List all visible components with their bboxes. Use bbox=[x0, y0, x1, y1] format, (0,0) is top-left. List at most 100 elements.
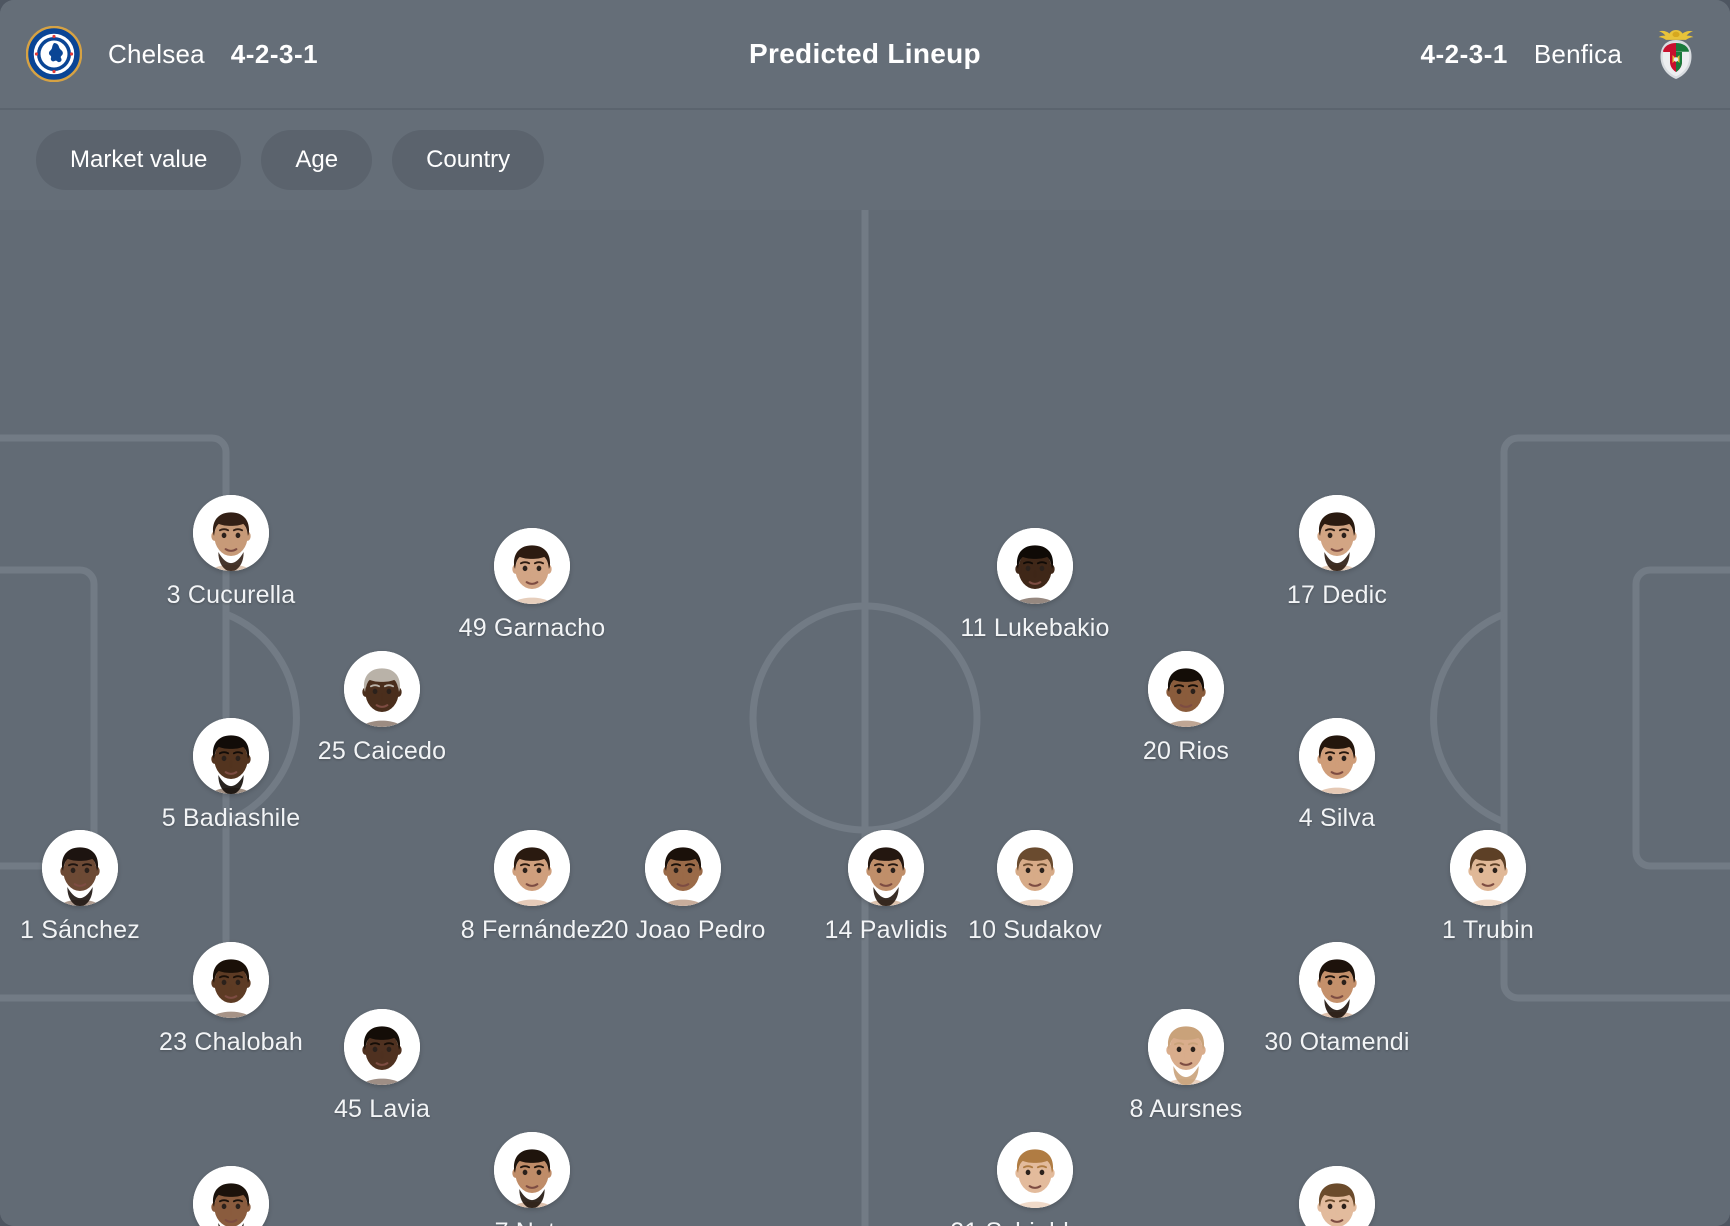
player-face-icon bbox=[1299, 718, 1375, 794]
player-token[interactable]: 23 Chalobah bbox=[141, 942, 321, 1057]
filter-bar: Market value Age Country bbox=[0, 110, 1730, 210]
player-face-icon bbox=[344, 1009, 420, 1085]
player-token[interactable]: 30 Otamendi bbox=[1247, 942, 1427, 1057]
player-token[interactable]: 11 Lukebakio bbox=[945, 528, 1125, 643]
away-team-formation: 4-2-3-1 bbox=[1420, 38, 1508, 69]
player-avatar[interactable] bbox=[848, 830, 924, 906]
player-token[interactable]: 25 Caicedo bbox=[292, 651, 472, 766]
player-token[interactable]: 7 Neto bbox=[442, 1132, 622, 1226]
player-avatar[interactable] bbox=[42, 830, 118, 906]
player-face-icon bbox=[1299, 942, 1375, 1018]
player-token[interactable]: 10 Sudakov bbox=[945, 830, 1125, 945]
player-label: 11 Lukebakio bbox=[960, 614, 1110, 642]
player-face-icon bbox=[42, 830, 118, 906]
player-face-icon bbox=[1148, 651, 1224, 727]
home-team-block[interactable]: Chelsea 4-2-3-1 bbox=[26, 26, 318, 82]
player-token[interactable]: 5 Badiashile bbox=[141, 718, 321, 833]
player-token[interactable]: 14 Pavlidis bbox=[796, 830, 976, 945]
player-token[interactable]: 49 Garnacho bbox=[442, 528, 622, 643]
player-face-icon bbox=[645, 830, 721, 906]
player-face-icon bbox=[193, 1166, 269, 1226]
player-avatar[interactable] bbox=[193, 495, 269, 571]
player-face-icon bbox=[494, 528, 570, 604]
player-label: 49 Garnacho bbox=[458, 614, 606, 642]
filter-market-value-button[interactable]: Market value bbox=[36, 130, 242, 190]
player-avatar[interactable] bbox=[645, 830, 721, 906]
benfica-crest-icon bbox=[1658, 30, 1694, 79]
player-avatar[interactable] bbox=[494, 1132, 570, 1208]
player-token[interactable]: 8 Fernández bbox=[442, 830, 622, 945]
filter-country-button[interactable]: Country bbox=[392, 130, 545, 190]
player-label: 10 Sudakov bbox=[967, 916, 1103, 944]
lineup-header: Chelsea 4-2-3-1 Predicted Lineup 4-2-3-1… bbox=[0, 0, 1730, 110]
player-label: 1 Trubin bbox=[1442, 916, 1534, 944]
away-team-name: Benfica bbox=[1533, 38, 1622, 69]
player-avatar[interactable] bbox=[1148, 651, 1224, 727]
left-penalty-arc bbox=[224, 610, 300, 826]
player-face-icon bbox=[848, 830, 924, 906]
filter-age-button[interactable]: Age bbox=[261, 130, 373, 190]
player-token[interactable]: 45 Lavia bbox=[292, 1009, 472, 1124]
player-label: 20 Joao Pedro bbox=[600, 916, 766, 944]
player-label: 20 Rios bbox=[1142, 737, 1230, 765]
player-label: 5 Badiashile bbox=[161, 804, 301, 832]
player-label: 8 Aursnes bbox=[1129, 1095, 1243, 1123]
player-token[interactable]: 21 Schjelderup bbox=[945, 1132, 1125, 1226]
chelsea-crest-icon bbox=[26, 26, 82, 82]
player-face-icon bbox=[494, 830, 570, 906]
player-label: 25 Caicedo bbox=[317, 737, 447, 765]
player-face-icon bbox=[997, 830, 1073, 906]
player-avatar[interactable] bbox=[344, 1009, 420, 1085]
player-token[interactable]: 1 Sánchez bbox=[0, 830, 170, 945]
player-token[interactable]: 4 Silva bbox=[1247, 718, 1427, 833]
player-label: 21 Schjelderup bbox=[945, 1218, 1125, 1226]
player-face-icon bbox=[1299, 1166, 1375, 1226]
player-avatar[interactable] bbox=[494, 528, 570, 604]
player-avatar[interactable] bbox=[1299, 942, 1375, 1018]
player-token[interactable]: 1 Trubin bbox=[1398, 830, 1578, 945]
player-label: 17 Dedic bbox=[1286, 581, 1388, 609]
away-team-block[interactable]: 4-2-3-1 Benfica bbox=[1421, 26, 1704, 82]
player-face-icon bbox=[193, 495, 269, 571]
player-avatar[interactable] bbox=[193, 1166, 269, 1226]
player-token[interactable]: 3 Cucurella bbox=[141, 495, 321, 610]
player-token[interactable]: 26 Dahl bbox=[1247, 1166, 1427, 1226]
player-avatar[interactable] bbox=[193, 942, 269, 1018]
player-face-icon bbox=[494, 1132, 570, 1208]
player-token[interactable]: 17 Dedic bbox=[1247, 495, 1427, 610]
player-avatar[interactable] bbox=[1148, 1009, 1224, 1085]
player-avatar[interactable] bbox=[1299, 1166, 1375, 1226]
player-face-icon bbox=[1148, 1009, 1224, 1085]
pitch: 1 Sánchez 3 Cucurella 5 Badiashile bbox=[0, 210, 1730, 1226]
player-avatar[interactable] bbox=[1299, 718, 1375, 794]
player-avatar[interactable] bbox=[1450, 830, 1526, 906]
player-face-icon bbox=[193, 942, 269, 1018]
player-label: 8 Fernández bbox=[460, 916, 604, 944]
player-face-icon bbox=[1299, 495, 1375, 571]
player-label: 7 Neto bbox=[442, 1218, 622, 1226]
player-avatar[interactable] bbox=[344, 651, 420, 727]
player-avatar[interactable] bbox=[1299, 495, 1375, 571]
player-face-icon bbox=[193, 718, 269, 794]
player-avatar[interactable] bbox=[997, 528, 1073, 604]
player-face-icon bbox=[997, 528, 1073, 604]
right-penalty-area bbox=[1500, 434, 1730, 1002]
player-token[interactable]: 27 Gusto bbox=[141, 1166, 321, 1226]
player-label: 14 Pavlidis bbox=[824, 916, 948, 944]
player-token[interactable]: 8 Aursnes bbox=[1096, 1009, 1276, 1124]
player-face-icon bbox=[344, 651, 420, 727]
player-avatar[interactable] bbox=[997, 830, 1073, 906]
right-goal-area bbox=[1632, 566, 1730, 870]
player-face-icon bbox=[997, 1132, 1073, 1208]
home-team-name: Chelsea bbox=[108, 38, 205, 69]
player-label: 45 Lavia bbox=[333, 1095, 431, 1123]
left-goal-area bbox=[0, 566, 98, 870]
player-label: 23 Chalobah bbox=[159, 1028, 303, 1056]
player-label: 4 Silva bbox=[1298, 804, 1376, 832]
player-avatar[interactable] bbox=[997, 1132, 1073, 1208]
player-avatar[interactable] bbox=[494, 830, 570, 906]
player-avatar[interactable] bbox=[193, 718, 269, 794]
player-token[interactable]: 20 Rios bbox=[1096, 651, 1276, 766]
player-token[interactable]: 20 Joao Pedro bbox=[593, 830, 773, 945]
